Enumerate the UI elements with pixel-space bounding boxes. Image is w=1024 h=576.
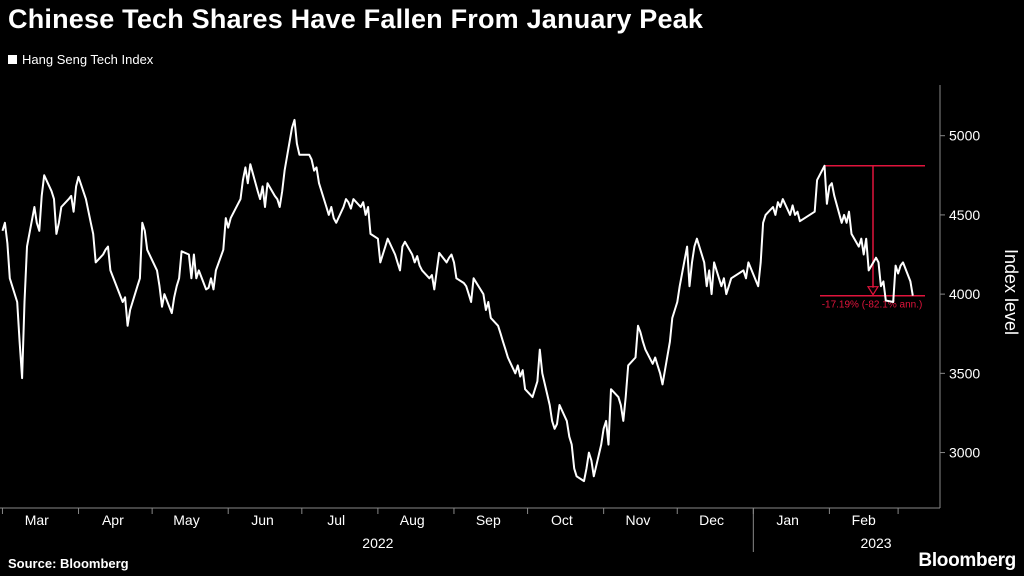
year-label-2022: 2022 bbox=[362, 535, 393, 551]
legend-swatch bbox=[8, 55, 17, 64]
x-tick-label-oct: Oct bbox=[551, 512, 573, 528]
x-tick-label-apr: Apr bbox=[102, 512, 124, 528]
legend: Hang Seng Tech Index bbox=[8, 52, 153, 67]
x-tick-label-jan: Jan bbox=[776, 512, 799, 528]
x-tick-label-nov: Nov bbox=[626, 512, 651, 528]
annotation: -17.19% (-82.1% ann.) bbox=[820, 165, 925, 311]
year-label-2023: 2023 bbox=[860, 535, 891, 551]
y-axis-label: Index level bbox=[1001, 249, 1021, 335]
y-tick-label-4000: 4000 bbox=[949, 286, 980, 302]
y-tick-label-4500: 4500 bbox=[949, 207, 980, 223]
x-tick-label-may: May bbox=[173, 512, 199, 528]
x-tick-label-dec: Dec bbox=[699, 512, 724, 528]
axes bbox=[0, 85, 945, 552]
tick-labels: 3000 3500 4000 4500 5000 Mar Apr May Jun Jul Aug Se… bbox=[25, 128, 981, 551]
x-tick-label-aug: Aug bbox=[400, 512, 425, 528]
y-tick-label-3500: 3500 bbox=[949, 365, 980, 381]
annotation-arrow-head bbox=[866, 286, 880, 296]
x-tick-label-mar: Mar bbox=[25, 512, 49, 528]
chart-title: Chinese Tech Shares Have Fallen From Jan… bbox=[8, 4, 704, 34]
annotation-text: -17.19% (-82.1% ann.) bbox=[822, 300, 923, 311]
source-note: Source: Bloomberg bbox=[8, 556, 129, 571]
x-tick-label-jul: Jul bbox=[327, 512, 345, 528]
series-line-hang-seng-tech bbox=[1, 118, 914, 483]
y-tick-label-3000: 3000 bbox=[949, 445, 980, 461]
legend-label: Hang Seng Tech Index bbox=[22, 52, 154, 67]
x-tick-label-feb: Feb bbox=[852, 512, 876, 528]
bloomberg-logo: Bloomberg bbox=[918, 550, 1016, 571]
x-tick-label-sep: Sep bbox=[476, 512, 501, 528]
x-tick-label-jun: Jun bbox=[251, 512, 274, 528]
y-tick-label-5000: 5000 bbox=[949, 128, 980, 144]
